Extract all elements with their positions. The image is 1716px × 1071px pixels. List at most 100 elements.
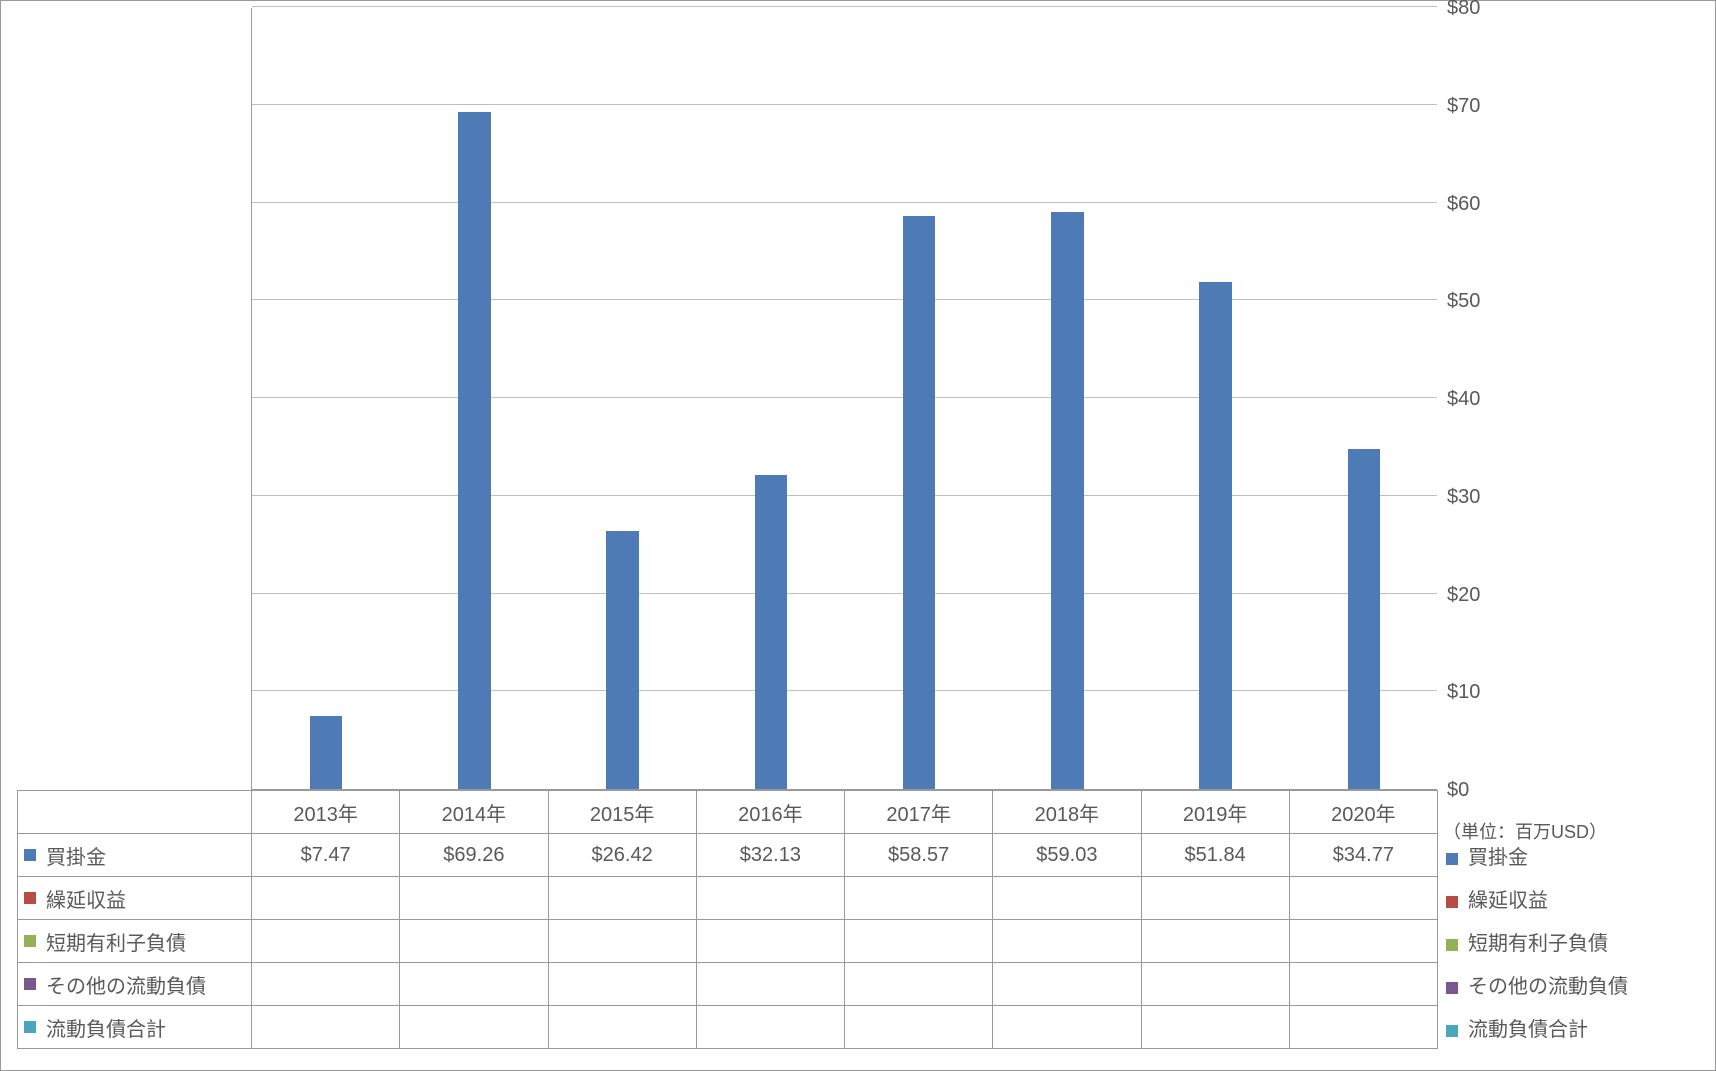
bar bbox=[1199, 282, 1232, 789]
series-name-label: その他の流動負債 bbox=[46, 976, 206, 998]
data-cell: $26.42 bbox=[548, 834, 696, 877]
legend-marker-icon bbox=[1446, 982, 1458, 994]
legend-marker-icon bbox=[1446, 853, 1458, 865]
data-cell bbox=[845, 963, 993, 1006]
gridline bbox=[252, 299, 1437, 300]
bar bbox=[310, 716, 343, 789]
data-cell bbox=[548, 1006, 696, 1049]
legend-marker-icon bbox=[1446, 896, 1458, 908]
data-cell bbox=[993, 963, 1141, 1006]
gridline bbox=[252, 690, 1437, 691]
gridline bbox=[252, 397, 1437, 398]
data-cell bbox=[696, 1006, 844, 1049]
gridline bbox=[252, 6, 1437, 7]
category-header: 2018年 bbox=[993, 791, 1141, 834]
legend-marker-icon bbox=[1446, 1025, 1458, 1037]
legend-item: 繰延収益 bbox=[1446, 880, 1628, 923]
category-header: 2014年 bbox=[400, 791, 548, 834]
data-cell bbox=[252, 963, 400, 1006]
series-marker-icon bbox=[24, 1021, 36, 1033]
legend-label: 繰延収益 bbox=[1468, 890, 1548, 912]
data-cell bbox=[1289, 1006, 1437, 1049]
gridline bbox=[252, 202, 1437, 203]
legend-label: 買掛金 bbox=[1468, 847, 1528, 869]
data-cell bbox=[252, 877, 400, 920]
category-header: 2017年 bbox=[845, 791, 993, 834]
legend-item: 短期有利子負債 bbox=[1446, 923, 1628, 966]
bar bbox=[606, 531, 639, 789]
gridline bbox=[252, 495, 1437, 496]
data-cell: $58.57 bbox=[845, 834, 993, 877]
y-tick-label: $70 bbox=[1447, 95, 1480, 118]
data-cell: $7.47 bbox=[252, 834, 400, 877]
series-row-header: 繰延収益 bbox=[18, 877, 252, 920]
data-cell bbox=[400, 963, 548, 1006]
data-cell bbox=[1289, 963, 1437, 1006]
data-cell: $51.84 bbox=[1141, 834, 1289, 877]
data-cell bbox=[845, 1006, 993, 1049]
series-name-label: 繰延収益 bbox=[46, 890, 126, 912]
data-cell bbox=[845, 877, 993, 920]
data-cell bbox=[548, 877, 696, 920]
category-header: 2013年 bbox=[252, 791, 400, 834]
table-header-row: 2013年2014年2015年2016年2017年2018年2019年2020年 bbox=[18, 791, 1438, 834]
legend-item: その他の流動負債 bbox=[1446, 966, 1628, 1009]
category-header: 2019年 bbox=[1141, 791, 1289, 834]
data-cell bbox=[400, 1006, 548, 1049]
data-cell: $32.13 bbox=[696, 834, 844, 877]
series-row-header: 流動負債合計 bbox=[18, 1006, 252, 1049]
category-header: 2015年 bbox=[548, 791, 696, 834]
bar bbox=[755, 475, 788, 789]
y-tick-label: $60 bbox=[1447, 193, 1480, 216]
legend-label: その他の流動負債 bbox=[1468, 976, 1628, 998]
data-cell bbox=[1289, 877, 1437, 920]
bar bbox=[1348, 449, 1381, 789]
table-corner-cell bbox=[18, 791, 252, 834]
data-cell bbox=[696, 920, 844, 963]
plot-area bbox=[251, 8, 1437, 790]
y-tick-label: $20 bbox=[1447, 584, 1480, 607]
series-marker-icon bbox=[24, 935, 36, 947]
data-cell bbox=[993, 877, 1141, 920]
data-cell bbox=[400, 877, 548, 920]
series-name-label: 短期有利子負債 bbox=[46, 933, 186, 955]
legend-item: 買掛金 bbox=[1446, 837, 1628, 880]
data-cell bbox=[845, 920, 993, 963]
table-row: その他の流動負債 bbox=[18, 963, 1438, 1006]
data-cell bbox=[993, 920, 1141, 963]
series-row-header: その他の流動負債 bbox=[18, 963, 252, 1006]
bar bbox=[1051, 212, 1084, 789]
table-row: 短期有利子負債 bbox=[18, 920, 1438, 963]
table-row: 繰延収益 bbox=[18, 877, 1438, 920]
data-cell bbox=[696, 963, 844, 1006]
bar bbox=[903, 216, 936, 789]
gridline bbox=[252, 593, 1437, 594]
category-header: 2020年 bbox=[1289, 791, 1437, 834]
category-header: 2016年 bbox=[696, 791, 844, 834]
chart-container: $0$10$20$30$40$50$60$70$80 （単位：百万USD） 20… bbox=[0, 0, 1716, 1071]
data-cell: $34.77 bbox=[1289, 834, 1437, 877]
data-cell: $59.03 bbox=[993, 834, 1141, 877]
data-cell bbox=[696, 877, 844, 920]
legend-item: 流動負債合計 bbox=[1446, 1009, 1628, 1052]
data-cell bbox=[1289, 920, 1437, 963]
data-cell bbox=[1141, 920, 1289, 963]
series-row-header: 買掛金 bbox=[18, 834, 252, 877]
data-cell bbox=[1141, 1006, 1289, 1049]
data-cell bbox=[548, 920, 696, 963]
y-tick-label: $40 bbox=[1447, 388, 1480, 411]
table-row: 流動負債合計 bbox=[18, 1006, 1438, 1049]
data-cell bbox=[252, 920, 400, 963]
legend-label: 流動負債合計 bbox=[1468, 1019, 1588, 1041]
series-marker-icon bbox=[24, 978, 36, 990]
series-marker-icon bbox=[24, 892, 36, 904]
series-name-label: 買掛金 bbox=[46, 847, 106, 869]
legend-label: 短期有利子負債 bbox=[1468, 933, 1608, 955]
data-cell bbox=[1141, 963, 1289, 1006]
data-cell bbox=[993, 1006, 1141, 1049]
gridline bbox=[252, 104, 1437, 105]
data-table: 2013年2014年2015年2016年2017年2018年2019年2020年… bbox=[17, 790, 1438, 1049]
y-tick-label: $10 bbox=[1447, 681, 1480, 704]
data-cell bbox=[548, 963, 696, 1006]
data-cell: $69.26 bbox=[400, 834, 548, 877]
